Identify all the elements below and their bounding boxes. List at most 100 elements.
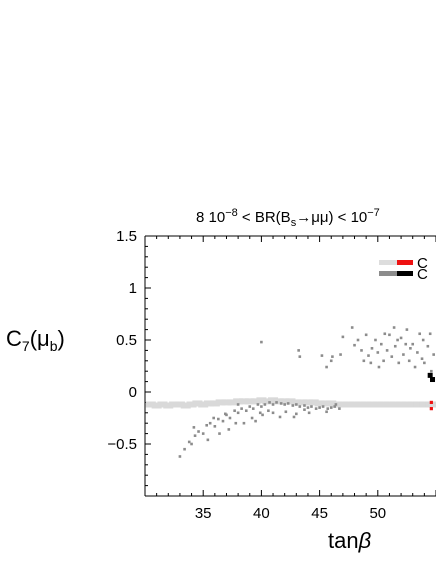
data-point — [367, 354, 370, 357]
legend: CC — [379, 255, 428, 283]
data-point — [213, 425, 217, 428]
data-point — [271, 411, 275, 415]
data-point — [295, 403, 298, 406]
light-band-point — [291, 399, 302, 406]
ylabel-argument: (μ — [30, 326, 50, 351]
light-band-point — [256, 397, 267, 404]
data-point — [278, 415, 282, 419]
legend-label: C — [417, 255, 428, 272]
light-band-point — [425, 401, 436, 408]
data-point — [379, 342, 383, 346]
ylabel-argument-subscript: b — [50, 338, 58, 354]
svg-text:tanβ: tanβ — [328, 528, 372, 553]
data-point — [430, 377, 436, 383]
data-point — [292, 415, 296, 419]
light-band-point — [227, 399, 238, 406]
light-band-point — [355, 401, 366, 408]
plot-frame — [144, 235, 436, 497]
data-point — [356, 338, 360, 342]
data-point — [251, 407, 255, 410]
data-point — [325, 410, 328, 414]
light-band-point — [361, 401, 372, 408]
data-point — [244, 409, 248, 413]
light-band-point — [372, 401, 383, 408]
ylabel-main: C — [6, 326, 22, 351]
light-band-point — [262, 398, 273, 405]
legend-swatch-dark — [397, 260, 413, 265]
light-band-point — [378, 401, 389, 408]
data-point — [329, 406, 333, 409]
data-point — [426, 344, 430, 348]
data-point — [325, 365, 328, 369]
light-band-point — [192, 400, 203, 407]
y-tick-label: 1.5 — [116, 228, 137, 245]
data-point — [334, 403, 338, 406]
data-point — [385, 349, 389, 352]
data-point — [370, 347, 374, 350]
data-point — [404, 342, 408, 346]
x-axis-ticks: 35 40 45 50 — [144, 236, 436, 522]
light-band-point — [326, 400, 337, 407]
data-point — [183, 447, 186, 451]
data-point — [341, 335, 345, 339]
data-point — [428, 332, 432, 336]
data-point — [339, 353, 342, 356]
data-point — [256, 403, 260, 406]
data-point — [193, 434, 197, 437]
data-point — [402, 353, 405, 356]
light-band-point — [151, 402, 162, 409]
light-band-point — [163, 402, 174, 409]
data-point — [228, 416, 232, 420]
y-axis-ticks: 1.5 1 0.5 0 −0.5 — [107, 228, 151, 497]
data-point — [432, 353, 435, 356]
data-point — [314, 407, 318, 410]
data-point — [353, 343, 356, 347]
data-point — [218, 432, 221, 435]
xlabel-greek: β — [358, 528, 372, 553]
data-point — [267, 409, 270, 413]
data-point — [240, 407, 243, 410]
data-point — [275, 401, 278, 404]
data-point — [242, 421, 246, 425]
data-point — [405, 328, 409, 331]
data-point — [333, 405, 337, 408]
light-band-point — [297, 399, 308, 406]
data-point — [396, 338, 399, 342]
light-band-point — [174, 401, 185, 408]
light-band-point — [221, 399, 232, 406]
data-point — [284, 410, 288, 414]
data-point — [310, 405, 313, 408]
data-points — [145, 326, 436, 458]
data-point — [369, 361, 373, 365]
data-point — [416, 351, 419, 354]
light-band-point — [244, 398, 255, 405]
y-tick-label: 0.5 — [116, 332, 137, 349]
light-band-point — [366, 401, 377, 408]
data-point — [197, 430, 200, 433]
data-point — [208, 421, 212, 425]
data-point — [413, 365, 417, 369]
data-point — [234, 421, 238, 425]
legend-swatch-dark — [397, 271, 413, 276]
data-point — [236, 403, 240, 406]
data-point — [283, 403, 286, 406]
light-band-point — [407, 401, 418, 408]
legend-label: C — [417, 266, 428, 283]
light-band-point — [337, 401, 348, 408]
title-arrow: →μμ) < 10 — [296, 209, 367, 226]
data-point — [321, 405, 325, 408]
data-point — [217, 417, 220, 421]
data-point — [429, 407, 433, 411]
data-point — [291, 404, 295, 407]
data-point — [263, 403, 267, 406]
data-point — [362, 359, 366, 363]
data-point — [261, 413, 264, 417]
light-band-point — [238, 398, 249, 405]
data-point — [318, 406, 321, 409]
light-band-point — [198, 401, 209, 408]
data-point — [399, 336, 403, 340]
light-band-point — [343, 401, 354, 408]
data-point — [421, 338, 425, 342]
data-point — [258, 411, 262, 415]
data-point — [407, 359, 411, 363]
